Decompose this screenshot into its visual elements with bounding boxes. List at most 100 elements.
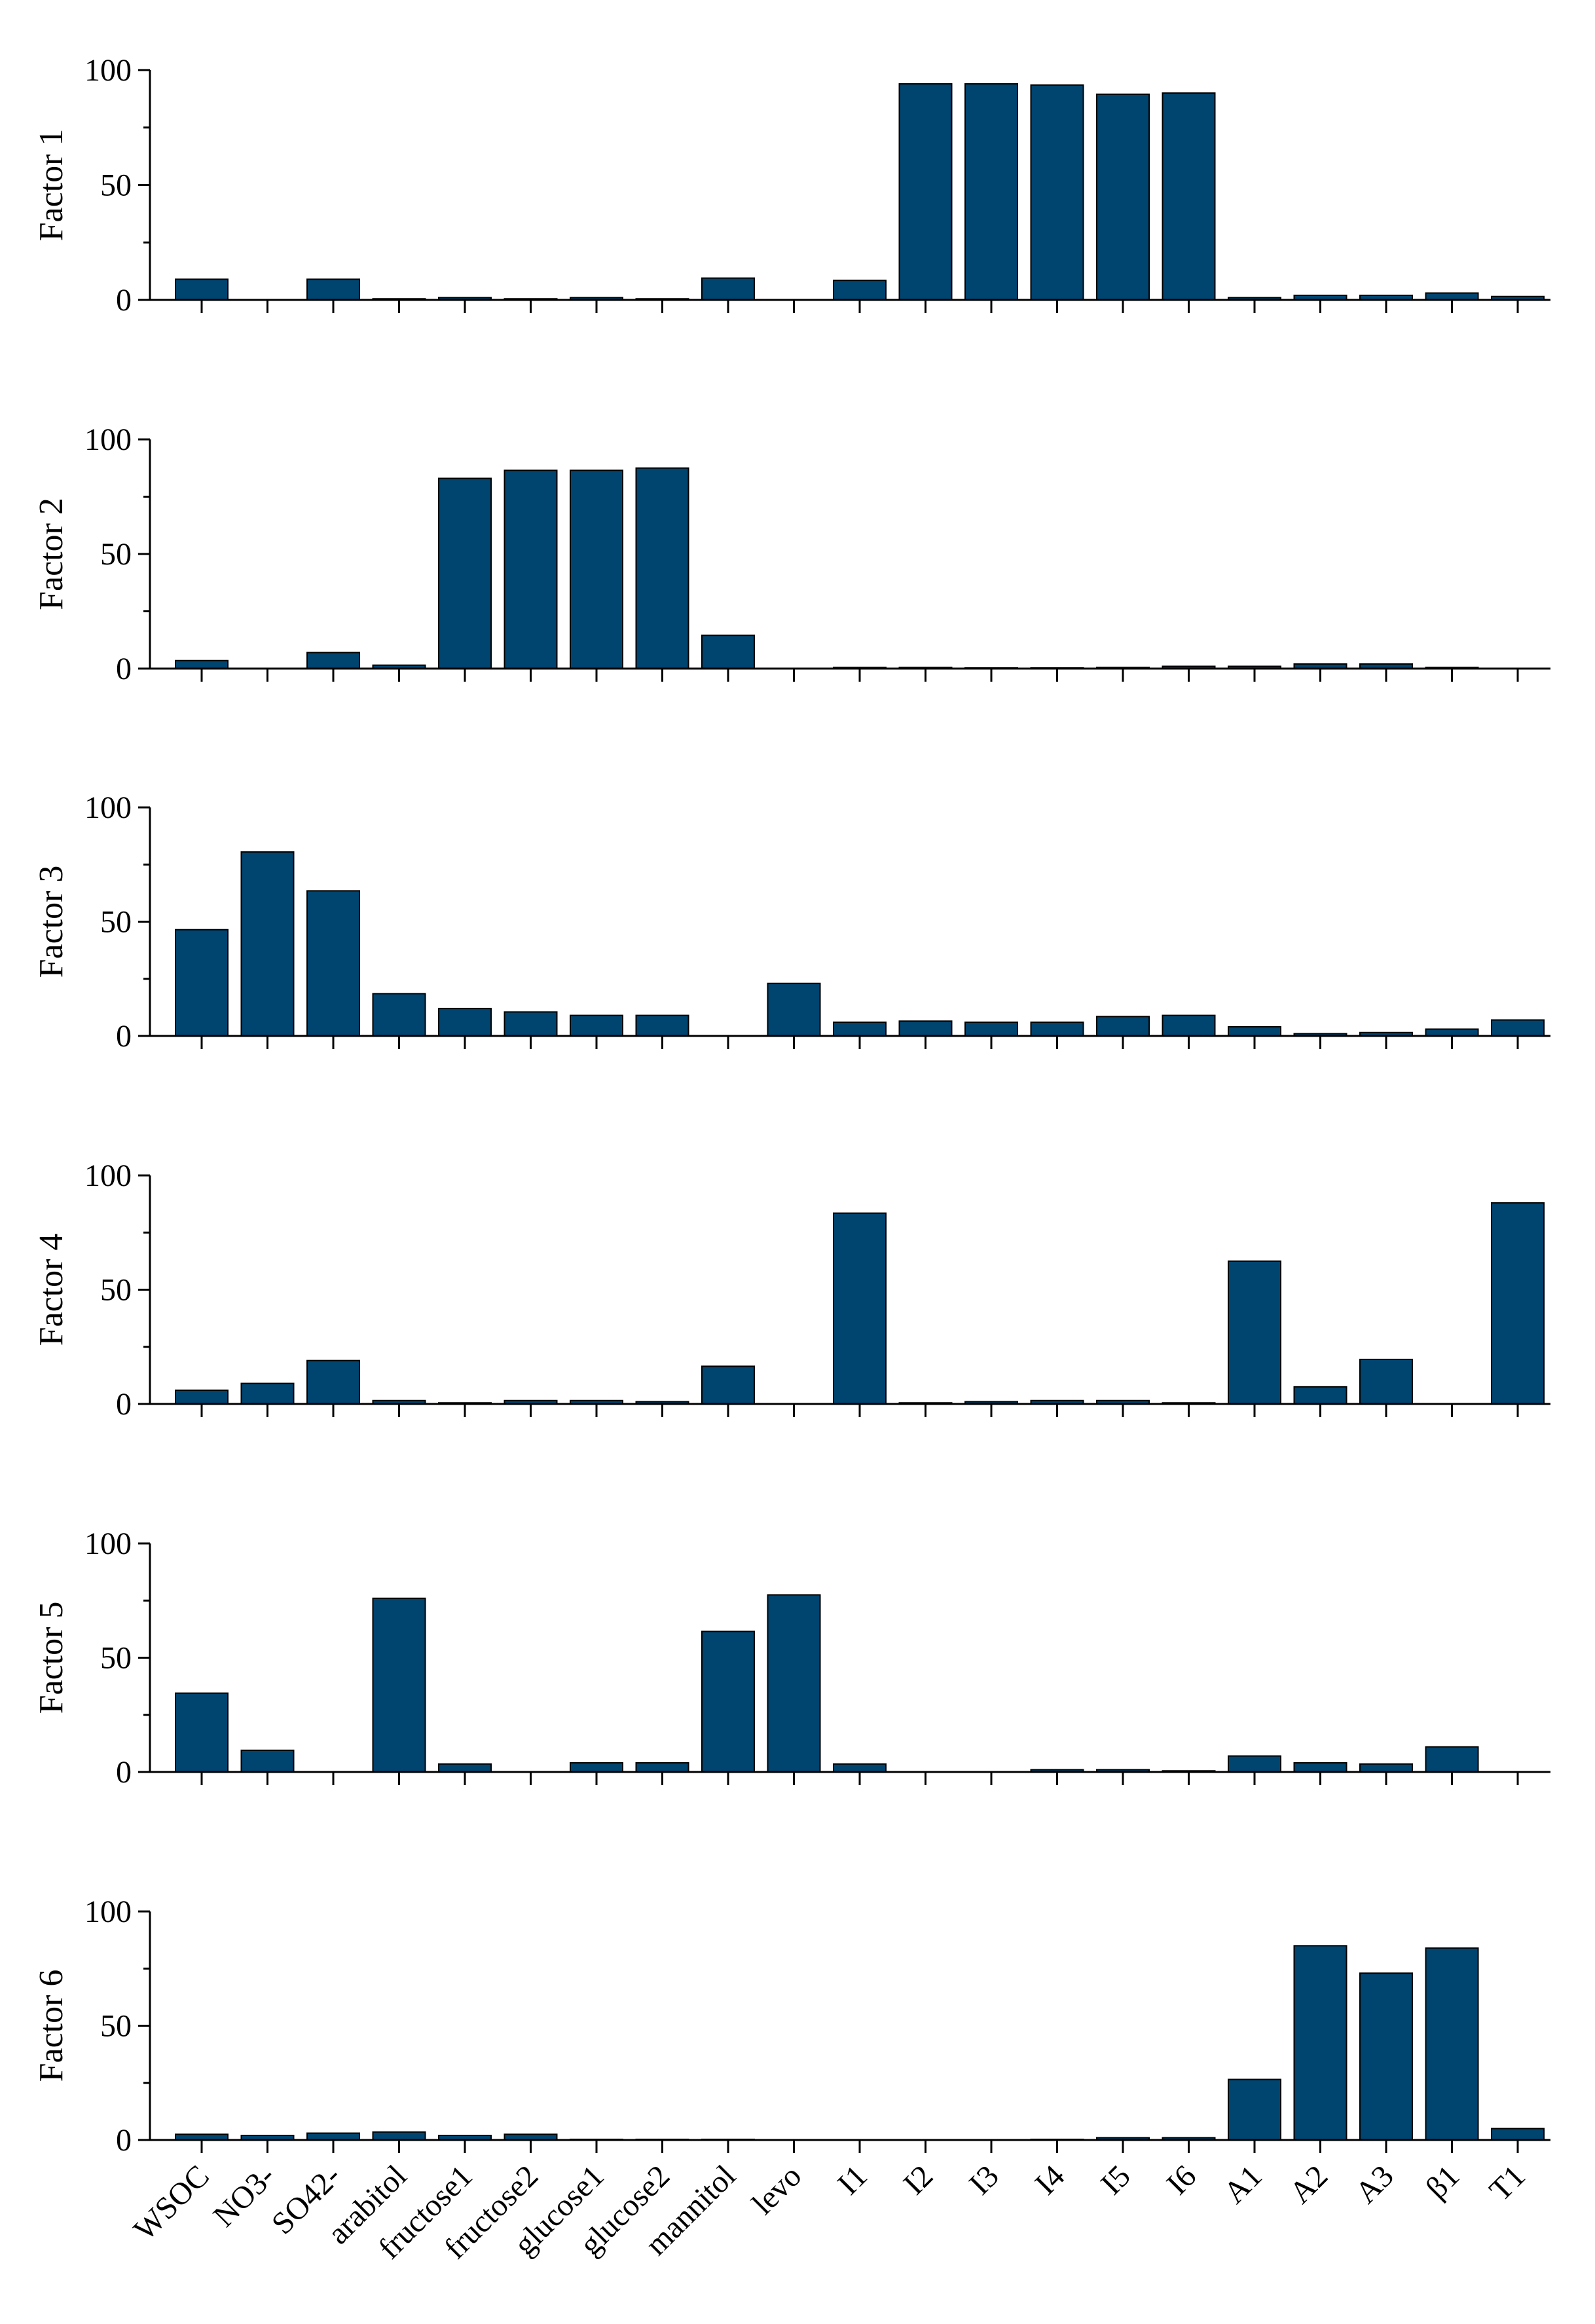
bar-glucose1-factor-2: [570, 470, 623, 669]
bar-A3-factor-4: [1359, 1358, 1413, 1405]
bar-A3-factor-5: [1359, 1763, 1413, 1773]
y-tick-label: 50: [100, 2009, 132, 2044]
panel-factor-3: 0 50 100 Factor 3: [33, 790, 1550, 1054]
bar-I1-factor-3: [833, 1022, 887, 1037]
bar-I1-factor-5: [833, 1763, 887, 1773]
panel-factor-2: 0 50 100 Factor 2: [33, 422, 1550, 686]
bar-I1-factor-4: [833, 1212, 887, 1405]
bar-SO42--factor-6: [306, 2132, 360, 2141]
bar-NO3--factor-4: [240, 1382, 295, 1405]
bar-glucose1-factor-3: [570, 1014, 623, 1037]
y-axis-label: Factor 5: [33, 1602, 70, 1714]
x-tick-label: I4: [1029, 2158, 1072, 2202]
bar-β1-factor-6: [1425, 1947, 1479, 2141]
bar-T1-factor-6: [1491, 2128, 1545, 2141]
bar-I3-factor-3: [964, 1022, 1018, 1037]
bar-fructose1-factor-5: [438, 1763, 492, 1773]
y-tick-label: 50: [100, 1641, 132, 1676]
bar-I4-factor-3: [1030, 1022, 1084, 1037]
y-tick-label: 50: [100, 537, 132, 572]
y-tick-label: 0: [116, 2123, 132, 2158]
x-tick-label: β1: [1420, 2158, 1467, 2205]
x-tick-label: I6: [1160, 2158, 1203, 2202]
y-tick-label: 0: [116, 283, 132, 318]
bar-I1-factor-1: [833, 280, 887, 301]
bar-arabitol-factor-6: [372, 2131, 426, 2141]
x-tick-label: I3: [962, 2158, 1006, 2202]
bar-SO42--factor-1: [306, 278, 360, 301]
bar-fructose2-factor-2: [504, 470, 558, 669]
bar-A1-factor-5: [1228, 1755, 1281, 1773]
y-axis-label: Factor 2: [33, 498, 70, 610]
y-tick-label: 50: [100, 1273, 132, 1308]
bar-I4-factor-1: [1030, 84, 1084, 301]
bar-I2-factor-3: [898, 1020, 953, 1037]
bar-levo-factor-5: [767, 1594, 821, 1773]
y-tick-label: 0: [116, 652, 132, 686]
x-tick-label: A1: [1217, 2158, 1269, 2210]
bar-WSOC-factor-3: [175, 929, 229, 1037]
bar-glucose1-factor-5: [570, 1762, 623, 1773]
bar-A3-factor-6: [1359, 1972, 1413, 2141]
x-tick-label: I1: [831, 2158, 874, 2202]
y-tick-label: 50: [100, 905, 132, 940]
bar-I6-factor-1: [1162, 92, 1216, 301]
bar-NO3--factor-5: [240, 1749, 295, 1773]
bar-WSOC-factor-1: [175, 278, 229, 301]
bar-NO3--factor-3: [240, 851, 295, 1037]
bar-I5-factor-3: [1096, 1016, 1150, 1037]
bar-SO42--factor-2: [306, 652, 360, 669]
bar-I6-factor-3: [1162, 1014, 1216, 1037]
bar-glucose2-factor-2: [635, 467, 689, 669]
bar-SO42--factor-4: [306, 1359, 360, 1405]
bar-fructose1-factor-3: [438, 1008, 492, 1037]
bar-mannitol-factor-5: [701, 1631, 755, 1773]
bar-arabitol-factor-5: [372, 1597, 426, 1773]
x-tick-label: A3: [1349, 2158, 1401, 2210]
bar-A1-factor-3: [1228, 1026, 1281, 1037]
y-tick-label: 100: [84, 53, 132, 88]
panel-factor-4: 0 50 100 Factor 4: [33, 1158, 1550, 1422]
bar-I3-factor-1: [964, 83, 1018, 301]
bar-levo-factor-3: [767, 982, 821, 1037]
x-tick-label: WSOC: [127, 2158, 216, 2247]
panel-factor-1: 0 50 100 Factor 1: [33, 53, 1550, 318]
y-axis-label: Factor 4: [33, 1234, 70, 1346]
bar-β1-factor-3: [1425, 1028, 1479, 1037]
x-tick-label: I2: [897, 2158, 940, 2202]
bar-A2-factor-6: [1293, 1945, 1348, 2141]
bar-glucose2-factor-3: [635, 1014, 689, 1037]
x-tick-label: A2: [1283, 2158, 1334, 2210]
bar-mannitol-factor-4: [701, 1365, 755, 1405]
bar-fructose1-factor-2: [438, 477, 492, 669]
panel-factor-6: 0 50 100 Factor 6: [33, 1894, 1550, 2158]
y-tick-label: 100: [84, 790, 132, 825]
bar-I5-factor-1: [1096, 93, 1150, 301]
bar-fructose2-factor-3: [504, 1011, 558, 1037]
x-tick-label: T1: [1483, 2158, 1532, 2207]
bar-SO42--factor-3: [306, 890, 360, 1037]
bar-WSOC-factor-5: [175, 1692, 229, 1773]
bar-A2-factor-5: [1293, 1762, 1348, 1773]
bar-β1-factor-1: [1425, 292, 1479, 301]
bar-glucose2-factor-5: [635, 1762, 689, 1773]
y-axis-label: Factor 3: [33, 866, 70, 978]
bar-mannitol-factor-1: [701, 277, 755, 301]
bar-mannitol-factor-2: [701, 635, 755, 669]
bar-β1-factor-5: [1425, 1746, 1479, 1773]
bar-T1-factor-3: [1491, 1019, 1545, 1037]
y-tick-label: 100: [84, 422, 132, 457]
bar-WSOC-factor-2: [175, 659, 229, 669]
y-tick-label: 100: [84, 1158, 132, 1193]
bar-I2-factor-1: [898, 83, 953, 301]
bar-arabitol-factor-3: [372, 993, 426, 1037]
y-tick-label: 100: [84, 1894, 132, 1929]
bar-A1-factor-6: [1228, 2078, 1281, 2141]
bar-A2-factor-4: [1293, 1386, 1348, 1405]
panel-factor-5: 0 50 100 Factor 5: [33, 1526, 1550, 1790]
bar-A1-factor-4: [1228, 1260, 1281, 1405]
y-axis-label: Factor 6: [33, 1970, 70, 2082]
y-tick-label: 0: [116, 1755, 132, 1790]
bar-WSOC-factor-4: [175, 1390, 229, 1405]
